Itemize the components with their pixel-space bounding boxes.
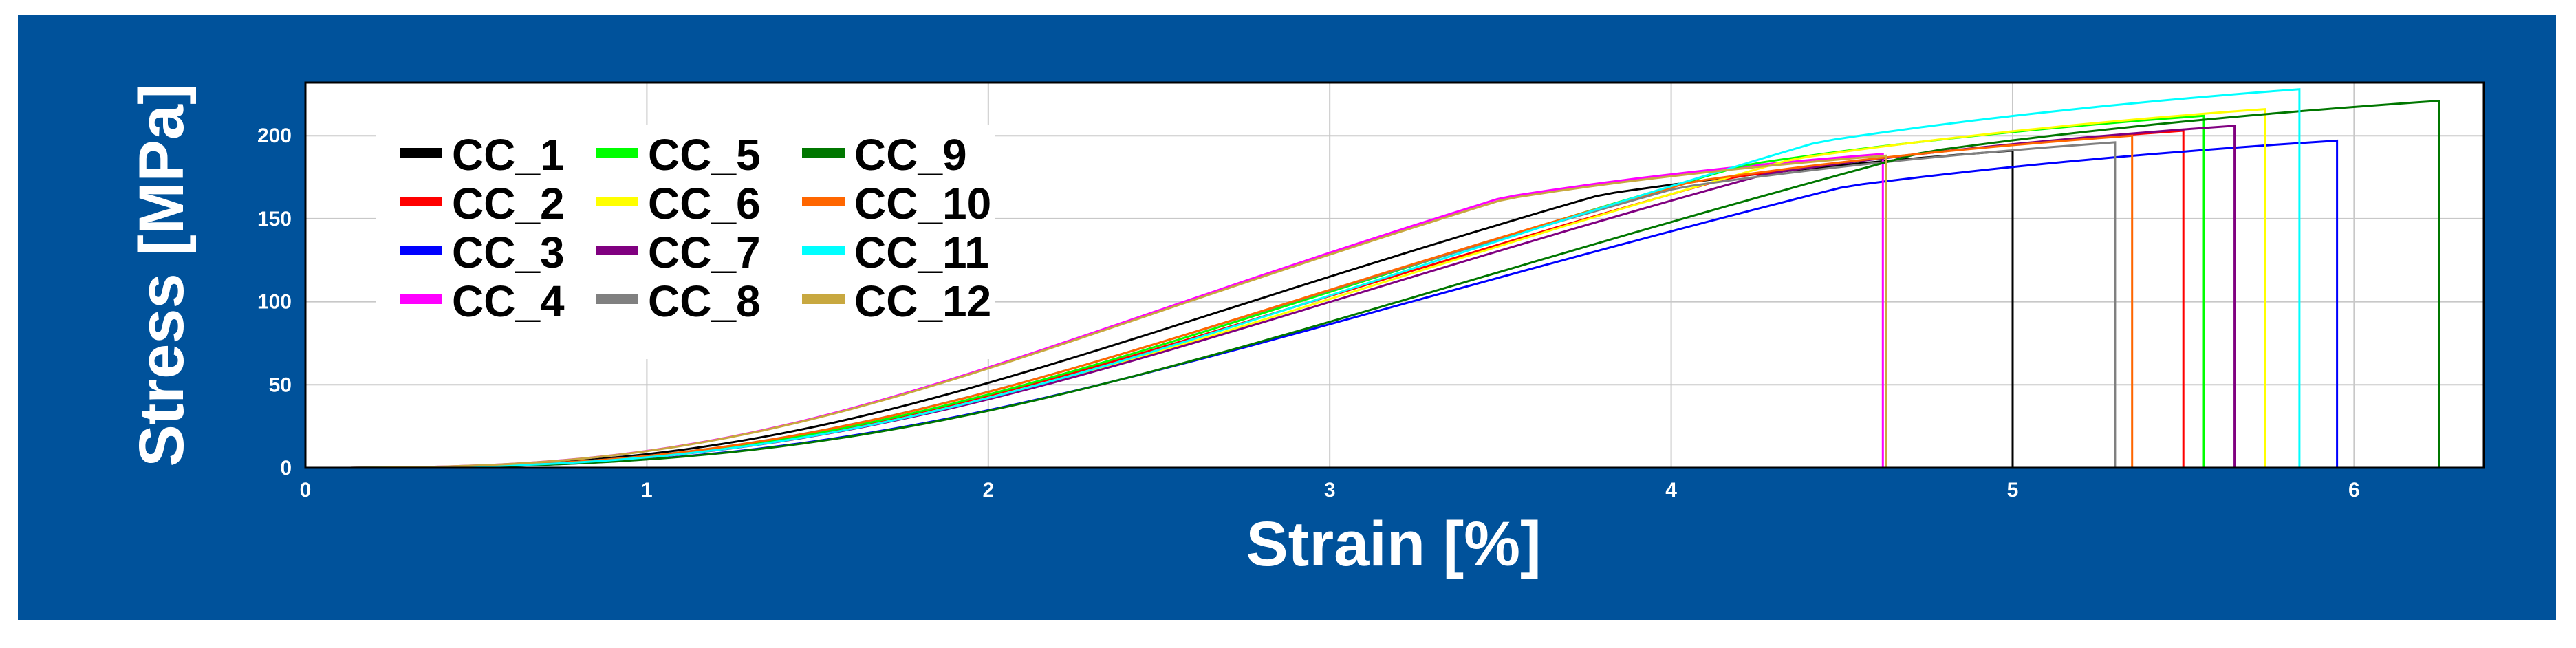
legend-label: CC_2 bbox=[452, 179, 565, 228]
legend-swatch bbox=[400, 148, 442, 158]
legend-swatch bbox=[400, 246, 442, 255]
legend-label: CC_10 bbox=[854, 179, 991, 228]
legend-label: CC_11 bbox=[854, 228, 989, 277]
legend-swatch bbox=[802, 294, 845, 304]
legend-swatch bbox=[400, 294, 442, 304]
x-tick-label: 2 bbox=[982, 479, 994, 501]
legend-swatch bbox=[596, 294, 638, 304]
series-layer bbox=[305, 88, 2440, 469]
legend-label: CC_7 bbox=[648, 228, 761, 277]
chart-frame: 0 1 2 3 4 5 6 0 50 100 150 200 CC_1 CC_2 CC_3 CC_4 CC_5… bbox=[18, 15, 2556, 620]
tick-labels: 0 1 2 3 4 5 6 0 50 100 150 200 bbox=[257, 125, 2360, 501]
x-tick-label: 5 bbox=[2007, 479, 2019, 501]
y-tick-label: 100 bbox=[257, 291, 292, 314]
legend-label: CC_8 bbox=[648, 277, 761, 326]
legend-label: CC_9 bbox=[854, 130, 967, 180]
legend-label: CC_4 bbox=[452, 277, 565, 326]
plot-border bbox=[304, 81, 2485, 469]
x-tick-label: 1 bbox=[641, 479, 653, 501]
legend-label: CC_12 bbox=[854, 277, 991, 326]
y-tick-label: 150 bbox=[257, 208, 292, 230]
legend-swatch bbox=[400, 197, 442, 206]
legend-swatch bbox=[596, 246, 638, 255]
legend-swatch bbox=[802, 148, 845, 158]
x-tick-label: 3 bbox=[1324, 479, 1336, 501]
y-tick-label: 0 bbox=[280, 457, 292, 479]
series-line-cc-12 bbox=[305, 154, 1887, 469]
y-tick-label: 200 bbox=[257, 125, 292, 147]
legend-label: CC_5 bbox=[648, 130, 761, 180]
legend-label: CC_3 bbox=[452, 228, 565, 277]
legend-swatch bbox=[802, 246, 845, 255]
legend-swatch bbox=[802, 197, 845, 206]
stress-strain-chart: 0 1 2 3 4 5 6 0 50 100 150 200 CC_1CC_2CC_3CC_4 CC_5… bbox=[18, 15, 2556, 620]
legend-swatch bbox=[596, 148, 638, 158]
legend-swatch bbox=[596, 197, 638, 206]
series-line-cc-9 bbox=[305, 99, 2440, 469]
x-tick-label: 6 bbox=[2348, 479, 2360, 501]
legend-label: CC_1 bbox=[452, 130, 565, 180]
x-tick-label: 4 bbox=[1665, 479, 1677, 501]
legend-label: CC_6 bbox=[648, 179, 761, 228]
series-line-cc-11 bbox=[305, 88, 2301, 469]
legend: CC_1CC_2CC_3CC_4CC_5CC_6CC_7CC_8CC_9CC_1… bbox=[400, 130, 991, 326]
legend-box bbox=[376, 125, 995, 359]
y-tick-label: 50 bbox=[269, 374, 292, 396]
y-axis-label: Stress [MPa] bbox=[127, 83, 197, 466]
x-tick-label: 0 bbox=[300, 479, 312, 501]
x-axis-label: Strain [%] bbox=[1246, 509, 1541, 579]
